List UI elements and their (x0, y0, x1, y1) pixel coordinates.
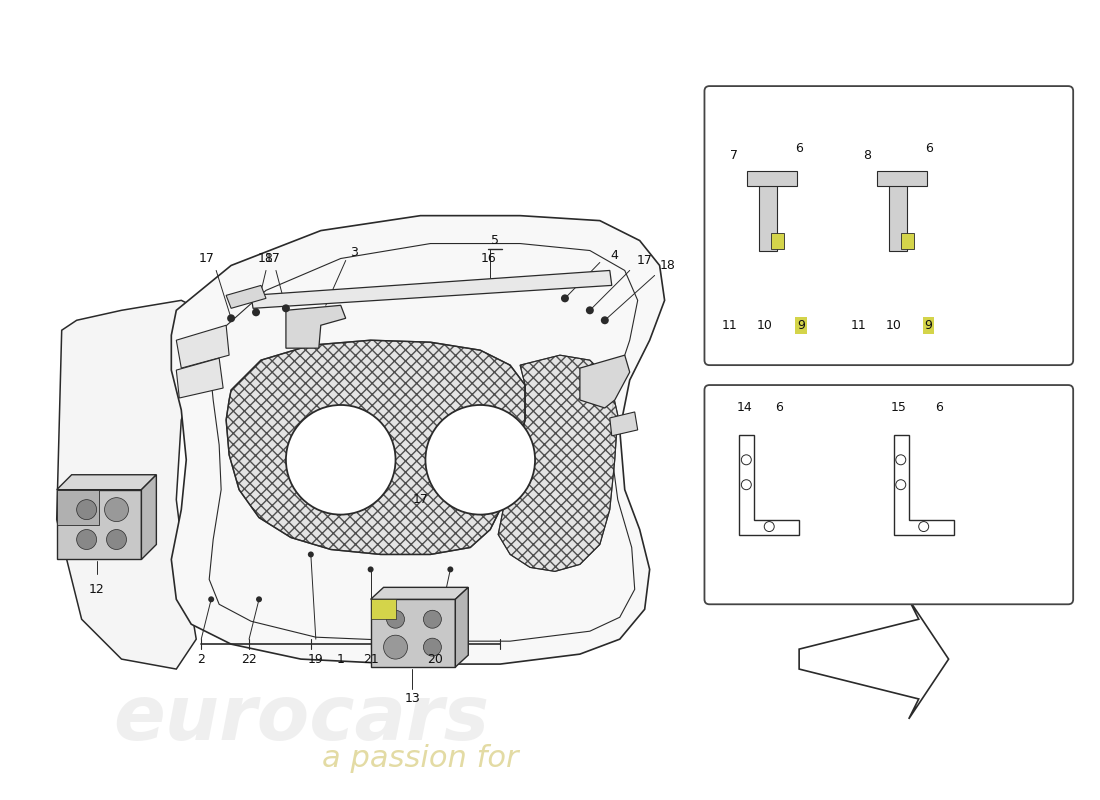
Polygon shape (771, 233, 784, 249)
Circle shape (308, 551, 314, 558)
Text: 20: 20 (428, 653, 443, 666)
FancyBboxPatch shape (704, 385, 1074, 604)
Text: 18: 18 (660, 259, 675, 272)
Circle shape (877, 211, 886, 220)
Circle shape (876, 161, 886, 170)
Text: 21: 21 (363, 653, 378, 666)
Text: 9: 9 (925, 318, 933, 332)
Text: 6: 6 (795, 142, 803, 155)
Text: 13: 13 (405, 693, 420, 706)
Text: 5: 5 (492, 234, 499, 247)
Text: 10: 10 (757, 318, 772, 332)
Text: 6: 6 (935, 402, 943, 414)
Text: 17: 17 (412, 493, 428, 506)
Polygon shape (455, 587, 469, 667)
FancyBboxPatch shape (704, 86, 1074, 365)
Polygon shape (142, 474, 156, 559)
Circle shape (914, 422, 924, 432)
Polygon shape (759, 181, 778, 250)
Polygon shape (371, 599, 455, 667)
Polygon shape (580, 355, 629, 408)
Circle shape (561, 294, 569, 302)
Circle shape (747, 211, 756, 220)
Circle shape (286, 405, 396, 514)
Circle shape (759, 422, 769, 432)
Circle shape (424, 638, 441, 656)
Text: 18: 18 (258, 252, 274, 265)
Circle shape (77, 500, 97, 519)
Polygon shape (498, 355, 618, 571)
Circle shape (252, 308, 260, 316)
Text: 2: 2 (197, 653, 206, 666)
Circle shape (601, 316, 608, 324)
Polygon shape (371, 599, 396, 619)
Polygon shape (877, 170, 926, 186)
Circle shape (107, 530, 126, 550)
Circle shape (104, 498, 129, 522)
Polygon shape (747, 170, 798, 186)
Polygon shape (227, 340, 525, 554)
Circle shape (746, 161, 757, 170)
Text: 6: 6 (776, 402, 783, 414)
Circle shape (914, 158, 923, 167)
Circle shape (386, 610, 405, 628)
Polygon shape (176, 358, 223, 398)
Circle shape (915, 160, 922, 166)
Polygon shape (889, 181, 906, 250)
Circle shape (77, 530, 97, 550)
Text: 15: 15 (891, 402, 906, 414)
Circle shape (367, 566, 374, 572)
Circle shape (256, 596, 262, 602)
Circle shape (282, 304, 290, 312)
Polygon shape (57, 474, 156, 490)
Polygon shape (286, 306, 345, 348)
Text: 4: 4 (610, 249, 618, 262)
Text: eurocars: eurocars (113, 682, 488, 756)
Text: a passion for: a passion for (322, 744, 519, 774)
Circle shape (748, 162, 755, 170)
Text: 19: 19 (308, 653, 323, 666)
Polygon shape (799, 599, 948, 719)
Text: 1: 1 (337, 653, 344, 666)
Polygon shape (57, 300, 221, 669)
Polygon shape (57, 490, 142, 559)
Circle shape (786, 160, 792, 166)
Text: 22: 22 (241, 653, 257, 666)
Circle shape (208, 596, 214, 602)
Circle shape (988, 542, 996, 550)
Text: 17: 17 (637, 254, 652, 267)
Circle shape (384, 635, 407, 659)
Circle shape (424, 610, 441, 628)
Text: 7: 7 (730, 150, 738, 162)
Text: 16: 16 (481, 252, 496, 265)
Polygon shape (57, 490, 99, 525)
Text: 9: 9 (798, 318, 805, 332)
Text: 12: 12 (89, 583, 104, 596)
Circle shape (784, 158, 794, 167)
Text: 3: 3 (350, 246, 358, 259)
Text: 17: 17 (198, 252, 214, 265)
Circle shape (448, 566, 453, 572)
Circle shape (586, 306, 594, 314)
Text: 11: 11 (851, 318, 867, 332)
Polygon shape (371, 587, 469, 599)
Polygon shape (901, 233, 914, 249)
Circle shape (833, 542, 842, 550)
Polygon shape (609, 412, 638, 436)
Text: 8: 8 (862, 150, 871, 162)
Text: 10: 10 (886, 318, 902, 332)
Text: 11: 11 (722, 318, 737, 332)
Text: 17: 17 (265, 252, 280, 265)
Polygon shape (176, 326, 229, 368)
Polygon shape (251, 270, 612, 308)
Circle shape (227, 314, 235, 322)
Text: 6: 6 (925, 142, 933, 155)
Polygon shape (172, 216, 664, 664)
Text: 14: 14 (736, 402, 752, 414)
Polygon shape (227, 286, 266, 308)
Circle shape (878, 162, 884, 170)
Circle shape (426, 405, 535, 514)
